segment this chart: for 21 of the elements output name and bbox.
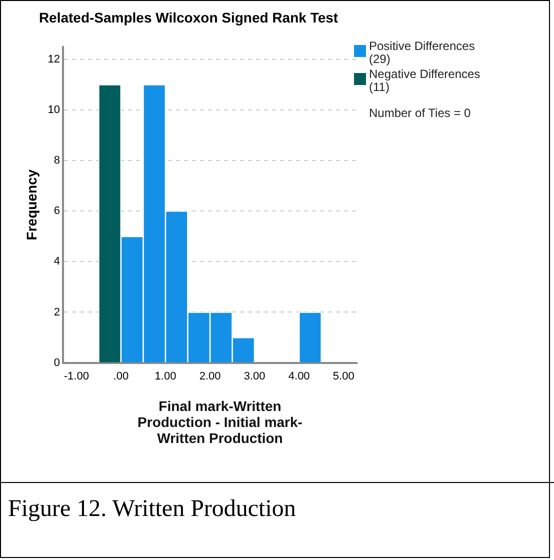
y-tick-label: 0 xyxy=(54,356,60,369)
legend-label: Negative Differences (11) xyxy=(369,67,482,94)
x-tick-label: 3.00 xyxy=(244,370,266,382)
chart-title: Related-Samples Wilcoxon Signed Rank Test xyxy=(38,9,338,26)
y-tick-label: 8 xyxy=(54,154,60,167)
legend-label: Positive Differences (29) xyxy=(369,39,476,66)
y-tick-label: 10 xyxy=(48,104,60,116)
x-tick-label: 2.00 xyxy=(199,370,221,382)
y-axis-title: Frequency xyxy=(23,169,40,240)
x-tick-label: 1.00 xyxy=(154,370,176,382)
x-axis-title: Final mark-Written Production - Initial mark-Written Production xyxy=(136,398,304,446)
x-tick-label: .00 xyxy=(113,370,129,382)
text: Number of Ties = 0 xyxy=(369,106,472,120)
y-tick-label: 6 xyxy=(54,205,60,218)
y-tick-label: 12 xyxy=(48,53,60,66)
y-tick-label: 2 xyxy=(54,306,60,318)
x-tick-label: 5.00 xyxy=(332,370,354,382)
y-tick-label: 4 xyxy=(54,256,60,268)
x-tick-label: -1.00 xyxy=(64,370,89,382)
x-tick-label: 4.00 xyxy=(288,370,310,382)
caption: Figure 12. Written Production xyxy=(8,496,296,523)
